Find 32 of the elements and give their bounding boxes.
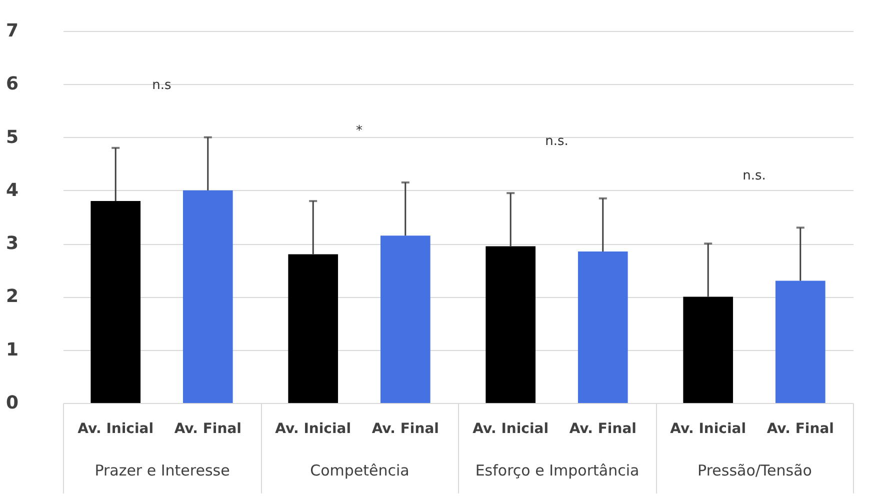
bar — [683, 296, 734, 403]
text: Av. Final — [766, 421, 834, 437]
annotation: n.s. — [742, 168, 766, 184]
annotation: n.s — [152, 78, 172, 94]
y-tick-label: 6 — [6, 74, 18, 95]
y-tick-label: 7 — [6, 20, 18, 42]
y-tick-label: 5 — [6, 126, 18, 148]
text: Av. Inicial — [275, 421, 352, 437]
series-label: Av. Final — [174, 421, 242, 437]
x-tick-label: Pressão/Tensão — [698, 462, 812, 480]
series-label: Av. Inicial — [78, 421, 154, 437]
bar — [486, 246, 536, 403]
bar — [90, 201, 141, 403]
annotation: n.s. — [545, 134, 568, 149]
text: Av. Final — [569, 421, 636, 437]
y-tick-label: 0 — [6, 392, 18, 414]
y-tick-label: 3 — [6, 233, 18, 254]
text: Av. Final — [372, 421, 439, 437]
text: Av. Inicial — [670, 421, 746, 437]
y-tick-label: 4 — [6, 180, 18, 201]
y-tick-label: 1 — [6, 339, 18, 360]
y-tick-label: 2 — [6, 286, 18, 308]
bar — [578, 252, 628, 403]
x-tick-label: Esforço e Importância — [475, 462, 640, 480]
annotation: * — [356, 123, 363, 138]
x-tick-label: Prazer e Interesse — [94, 462, 230, 480]
x-tick-label: Competência — [310, 462, 410, 480]
bar — [380, 236, 430, 403]
bar — [775, 280, 826, 403]
bar — [182, 190, 233, 403]
text: Av. Inicial — [472, 421, 549, 437]
bar — [288, 254, 338, 403]
